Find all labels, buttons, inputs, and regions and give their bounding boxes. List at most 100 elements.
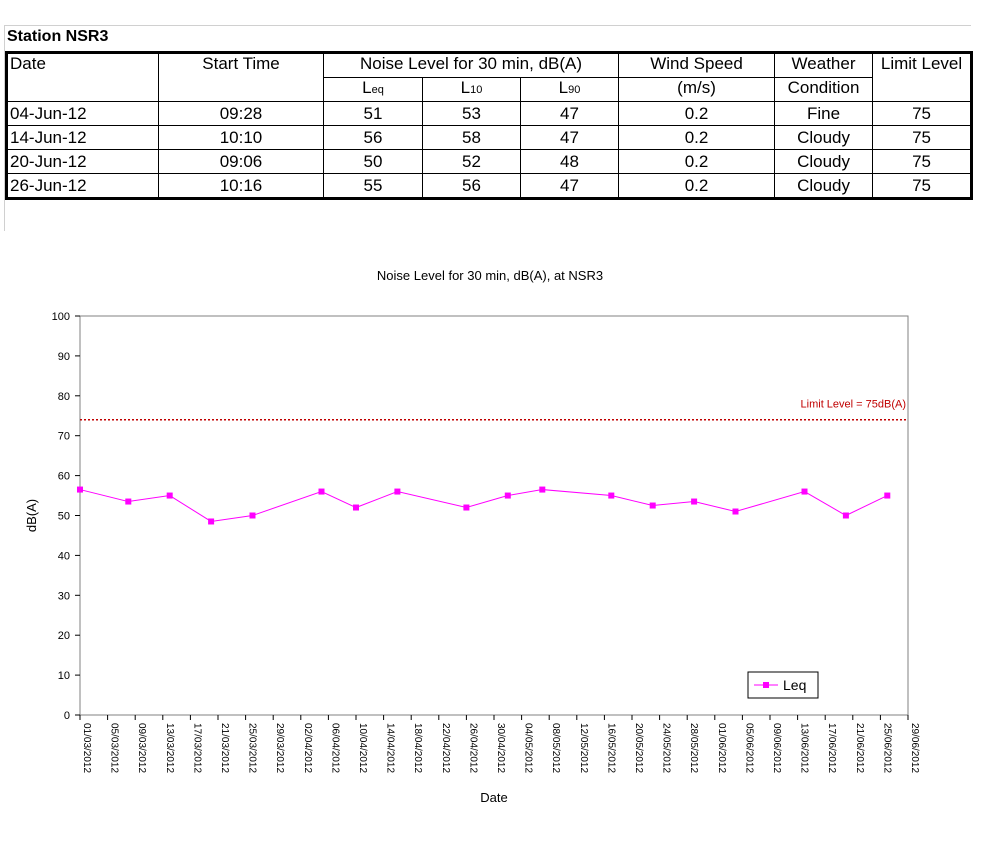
header-l90: L90 xyxy=(519,77,620,102)
cell-time: 09:06 xyxy=(158,149,324,174)
cell-l90: 47 xyxy=(519,173,620,199)
data-point xyxy=(208,518,215,525)
x-tick-label: 04/05/2012 xyxy=(523,723,534,773)
cell-time: 09:28 xyxy=(158,101,324,126)
data-point xyxy=(884,492,891,499)
limit-level-label: Limit Level = 75dB(A) xyxy=(801,399,906,411)
chart-container: Noise Level for 30 min, dB(A), at NSR3 0 1… xyxy=(0,250,983,820)
plot-area xyxy=(79,315,909,716)
header-weather: Weather xyxy=(774,52,874,78)
x-tick-label: 01/03/2012 xyxy=(81,723,92,773)
chart-title: Noise Level for 30 min, dB(A), at NSR3 xyxy=(377,268,603,283)
cell-date: 04-Jun-12 xyxy=(6,101,159,126)
data-point xyxy=(318,488,325,495)
header-start-time: Start Time xyxy=(158,52,324,102)
data-point xyxy=(539,486,546,493)
cell-l10: 52 xyxy=(422,149,521,174)
cell-date: 26-Jun-12 xyxy=(6,173,159,199)
x-tick-label: 10/04/2012 xyxy=(357,723,368,773)
header-date: Date xyxy=(6,52,159,102)
cell-l10: 56 xyxy=(422,173,521,199)
header-leq: Leq xyxy=(323,77,423,102)
table-row: 20-Jun-12 09:06 50 52 48 0.2 Cloudy 75 xyxy=(6,149,973,174)
x-tick-label: 08/05/2012 xyxy=(550,723,561,773)
cell-leq: 56 xyxy=(323,125,423,150)
data-point xyxy=(166,492,173,499)
cell-leq: 50 xyxy=(323,149,423,174)
cell-weather: Cloudy xyxy=(774,125,874,150)
series-line-leq xyxy=(79,489,888,523)
data-point xyxy=(504,492,511,499)
x-tick-label: 21/03/2012 xyxy=(219,723,230,773)
x-tick-label: 17/06/2012 xyxy=(826,723,837,773)
legend-label: Leq xyxy=(783,677,806,693)
data-point xyxy=(353,504,359,511)
y-tick-label: 100 xyxy=(52,311,70,323)
data-point xyxy=(801,488,808,495)
data-point xyxy=(77,486,83,493)
table-subheader-row: Leq L10 L90 (m/s) Condition xyxy=(7,77,972,102)
y-tick-label: 10 xyxy=(58,670,70,682)
x-tick-label: 29/06/2012 xyxy=(909,723,920,773)
x-tick-label: 26/04/2012 xyxy=(467,723,478,773)
x-tick-label: 12/05/2012 xyxy=(578,723,589,773)
legend-marker xyxy=(763,682,769,688)
x-tick-label: 20/05/2012 xyxy=(633,723,644,773)
x-tick-label: 13/03/2012 xyxy=(164,723,175,773)
x-tick-label: 16/05/2012 xyxy=(605,723,616,773)
y-tick-label: 0 xyxy=(64,710,70,722)
data-point xyxy=(649,502,656,509)
header-l10: L10 xyxy=(422,77,521,102)
data-point xyxy=(394,488,401,495)
data-point xyxy=(842,512,849,519)
x-tick-label: 30/04/2012 xyxy=(495,723,506,773)
x-tick-label: 24/05/2012 xyxy=(661,723,672,773)
cell-weather: Fine xyxy=(774,101,874,126)
y-tick-label: 40 xyxy=(58,550,70,562)
data-point xyxy=(249,512,256,519)
x-tick-label: 13/06/2012 xyxy=(799,723,810,773)
data-point xyxy=(691,498,698,505)
spreadsheet-area xyxy=(4,25,971,231)
x-tick-label: 28/05/2012 xyxy=(688,723,699,773)
cell-l10: 53 xyxy=(422,101,521,126)
x-tick-label: 02/04/2012 xyxy=(302,723,313,773)
x-axis-label: Date xyxy=(480,790,507,805)
cell-time: 10:16 xyxy=(158,173,324,199)
cell-limit: 75 xyxy=(872,101,973,126)
table-row: 26-Jun-12 10:16 55 56 47 0.2 Cloudy 75 xyxy=(6,173,973,199)
cell-leq: 55 xyxy=(323,173,423,199)
cell-wind: 0.2 xyxy=(618,101,776,126)
x-tick-label: 22/04/2012 xyxy=(440,723,451,773)
cell-weather: Cloudy xyxy=(774,149,874,174)
x-tick-label: 18/04/2012 xyxy=(412,723,423,773)
cell-date: 20-Jun-12 xyxy=(6,149,159,174)
cell-wind: 0.2 xyxy=(618,173,776,199)
x-tick-label: 25/03/2012 xyxy=(247,723,258,773)
station-title: Station NSR3 xyxy=(7,28,109,45)
cell-weather: Cloudy xyxy=(774,173,874,199)
cell-l10: 58 xyxy=(422,125,521,150)
cell-wind: 0.2 xyxy=(618,125,776,150)
cell-limit: 75 xyxy=(872,125,973,150)
header-wind-unit: (m/s) xyxy=(618,77,776,102)
header-noise-level: Noise Level for 30 min, dB(A) xyxy=(322,52,620,78)
noise-level-chart: Noise Level for 30 min, dB(A), at NSR301… xyxy=(24,268,920,805)
x-tick-label: 05/06/2012 xyxy=(743,723,754,773)
header-weather-condition: Condition xyxy=(774,77,874,102)
table-row: 04-Jun-12 09:28 51 53 47 0.2 Fine 75 xyxy=(6,101,973,126)
cell-l90: 48 xyxy=(519,149,620,174)
cell-date: 14-Jun-12 xyxy=(6,125,159,150)
cell-time: 10:10 xyxy=(158,125,324,150)
y-tick-label: 70 xyxy=(58,431,70,443)
table-header-row: Date Start Time Noise Level for 30 min, … xyxy=(6,52,973,102)
cell-limit: 75 xyxy=(872,149,973,174)
x-tick-label: 09/03/2012 xyxy=(136,723,147,773)
y-tick-label: 30 xyxy=(58,590,70,602)
y-tick-label: 20 xyxy=(58,630,70,642)
x-tick-label: 29/03/2012 xyxy=(274,723,285,773)
cell-l90: 47 xyxy=(519,125,620,150)
x-tick-label: 09/06/2012 xyxy=(771,723,782,773)
data-point xyxy=(125,498,132,505)
y-axis-label: dB(A) xyxy=(24,499,39,532)
